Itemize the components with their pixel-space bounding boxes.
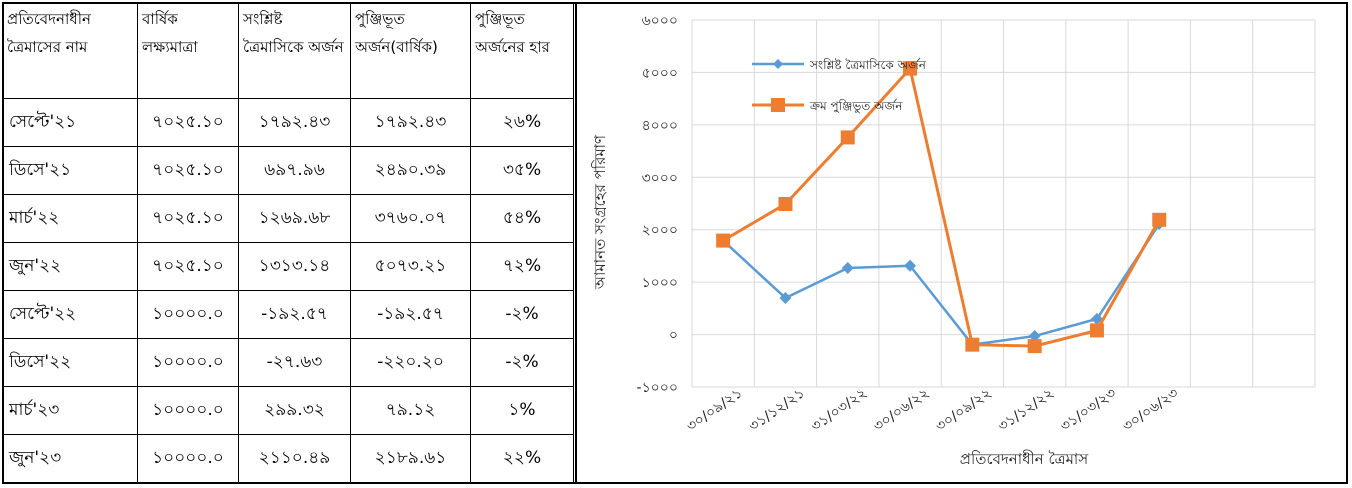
series-2-marker (840, 130, 855, 145)
cell-cumulative: -২২০.২০ (350, 338, 471, 387)
header-quarter: প্রতিবেদনাধীন ত্রৈমাসের নাম (2, 2, 138, 99)
y-axis-label: আমানত সংগ্রহের পরিমাণ (591, 134, 609, 290)
cell-cumulative: ২১৮৯.৬১ (350, 434, 471, 483)
series-1-marker (1028, 330, 1041, 343)
header-annual-target: বার্ষিক লক্ষ্যমাত্রা (137, 2, 239, 99)
table-row: সেপ্টে'২১ ৭০২৫.১০ ১৭৯২.৪৩ ১৭৯২.৪৩ ২৬% (2, 98, 574, 147)
table-row: মার্চ'২২ ৭০২৫.১০ ১২৬৯.৬৮ ৩৭৬০.০৭ ৫৪% (2, 194, 574, 243)
cell-quarter-achievement: ২১১০.৪৯ (238, 434, 351, 483)
cell-target: ১০০০০.০ (137, 386, 239, 435)
legend-label: সংশ্লিষ্ট ত্রৈমাসিকে অর্জন (809, 58, 927, 72)
cell-rate: ২৬% (470, 98, 574, 147)
table-header-row: প্রতিবেদনাধীন ত্রৈমাসের নাম বার্ষিক লক্ষ… (2, 2, 574, 99)
series-2-marker (1027, 339, 1042, 354)
y-axis-ticks: -১০০০ ০ ১০০০ ২০০০ ৩০০০ ৪০০০ ৫০০০ ৬০০০ (637, 13, 678, 396)
cell-rate: ২২% (470, 434, 574, 483)
cell-target: ৭০২৫.১০ (137, 146, 239, 195)
table-row: সেপ্টে'২২ ১০০০০.০ -১৯২.৫৭ -১৯২.৫৭ -২% (2, 290, 574, 339)
legend-marker (773, 59, 783, 69)
series-2-marker (716, 233, 731, 248)
series-1-marker (779, 291, 792, 304)
legend-label: ক্রম পুঞ্জিভুত অর্জন (809, 99, 903, 114)
cell-target: ১০০০০.০ (137, 290, 239, 339)
table-row: মার্চ'২৩ ১০০০০.০ ২৯৯.৩২ ৭৯.১২ ১% (2, 386, 574, 435)
cell-rate: ১% (470, 386, 574, 435)
table-row: ডিসে'২২ ১০০০০.০ -২৭.৬৩ -২২০.২০ -২% (2, 338, 574, 387)
series-2-marker (903, 61, 918, 76)
x-axis-ticks: ৩০/০৯/২১ ৩১/১২/২১ ৩১/০৩/২২ ৩০/০৬/২২ ৩০/০৯/২২… (684, 385, 1182, 435)
table-row: ডিসে'২১ ৭০২৫.১০ ৬৯৭.৯৬ ২৪৯০.৩৯ ৩৫% (2, 146, 574, 195)
cell-target: ৭০২৫.১০ (137, 98, 239, 147)
table-row: জুন'২৩ ১০০০০.০ ২১১০.৪৯ ২১৮৯.৬১ ২২% (2, 434, 574, 483)
cell-target: ৭০২৫.১০ (137, 194, 239, 243)
series-1-marker (904, 259, 917, 272)
y-tick-label: -১০০০ (637, 380, 678, 396)
x-tick-label: ৩০/০৯/২১ (684, 385, 746, 435)
cell-quarter-achievement: ১৩১৩.১৪ (238, 242, 351, 291)
legend-marker (771, 98, 785, 112)
x-tick-label: ৩১/০৩/২৩ (1058, 385, 1120, 435)
x-axis-label: প্রতিবেদনাধীন ত্রৈমাস (960, 450, 1089, 468)
cell-quarter-achievement: ১২৬৯.৬৮ (238, 194, 351, 243)
series-line-1 (722, 223, 1161, 346)
x-tick-label: ৩১/১২/২১ (746, 385, 808, 435)
series-2-marker (1152, 212, 1167, 227)
cell-cumulative: ১৭৯২.৪৩ (350, 98, 471, 147)
series-1-marker (1090, 312, 1103, 325)
table-row: জুন'২২ ৭০২৫.১০ ১৩১৩.১৪ ৫০৭৩.২১ ৭২% (2, 242, 574, 291)
cell-quarter: সেপ্টে'২২ (2, 290, 138, 339)
cell-cumulative: ৭৯.১২ (350, 386, 471, 435)
header-cumulative-achievement: পুঞ্জিভূত অর্জন(বার্ষিক) (350, 2, 471, 99)
cell-quarter: মার্চ'২৩ (2, 386, 138, 435)
series-2-marker (778, 197, 793, 212)
x-tick-label: ৩০/০৯/২২ (933, 385, 995, 435)
x-tick-label: ৩১/০৩/২২ (808, 385, 870, 435)
legend: সংশ্লিষ্ট ত্রৈমাসিকে অর্জন ক্রম পুঞ্জিভুত… (752, 58, 927, 114)
y-tick-label: ২০০০ (642, 223, 678, 239)
series-2-marker (965, 337, 980, 352)
y-tick-label: ০ (669, 328, 678, 344)
chart-panel: -১০০০ ০ ১০০০ ২০০০ ৩০০০ ৪০০০ ৫০০০ ৬০০০ ৩০/০৯/২১ ৩… (575, 2, 1347, 482)
cell-rate: ৫৪% (470, 194, 574, 243)
series-2-marker (1089, 323, 1104, 338)
series-line-2 (722, 67, 1161, 348)
series-group (716, 61, 1167, 354)
cell-quarter: মার্চ'২২ (2, 194, 138, 243)
series-1-marker (841, 262, 854, 275)
cell-cumulative: ৫০৭৩.২১ (350, 242, 471, 291)
achievement-table: প্রতিবেদনাধীন ত্রৈমাসের নাম বার্ষিক লক্ষ… (2, 2, 574, 483)
cell-quarter-achievement: -২৭.৬৩ (238, 338, 351, 387)
header-cumulative-rate: পুঞ্জিভূত অর্জনের হার (470, 2, 574, 99)
y-tick-label: ১০০০ (642, 275, 678, 291)
cell-cumulative: ২৪৯০.৩৯ (350, 146, 471, 195)
cell-cumulative: ৩৭৬০.০৭ (350, 194, 471, 243)
cell-target: ১০০০০.০ (137, 434, 239, 483)
cell-target: ৭০২৫.১০ (137, 242, 239, 291)
cell-rate: ৩৫% (470, 146, 574, 195)
x-tick-label: ৩১/১২/২২ (995, 385, 1057, 435)
cell-rate: -২% (470, 338, 574, 387)
cell-target: ১০০০০.০ (137, 338, 239, 387)
cell-quarter-achievement: ১৭৯২.৪৩ (238, 98, 351, 147)
cell-quarter-achievement: ২৯৯.৩২ (238, 386, 351, 435)
cell-cumulative: -১৯২.৫৭ (350, 290, 471, 339)
cell-quarter: সেপ্টে'২১ (2, 98, 138, 147)
cell-quarter: ডিসে'২১ (2, 146, 138, 195)
cell-quarter: জুন'২৩ (2, 434, 138, 483)
cell-quarter-achievement: -১৯২.৫৭ (238, 290, 351, 339)
cell-rate: ৭২% (470, 242, 574, 291)
y-tick-label: ৬০০০ (642, 13, 678, 29)
x-tick-label: ৩০/০৬/২২ (871, 385, 933, 435)
y-tick-label: ৩০০০ (642, 170, 678, 186)
y-tick-label: ৫০০০ (642, 65, 678, 81)
cell-quarter: ডিসে'২২ (2, 338, 138, 387)
y-tick-label: ৪০০০ (642, 118, 678, 134)
x-tick-label: ৩০/০৬/২৩ (1120, 385, 1182, 435)
cell-quarter-achievement: ৬৯৭.৯৬ (238, 146, 351, 195)
cell-quarter: জুন'২২ (2, 242, 138, 291)
cell-rate: -২% (470, 290, 574, 339)
header-quarter-achievement: সংশ্লিষ্ট ত্রৈমাসিকে অর্জন (238, 2, 351, 99)
